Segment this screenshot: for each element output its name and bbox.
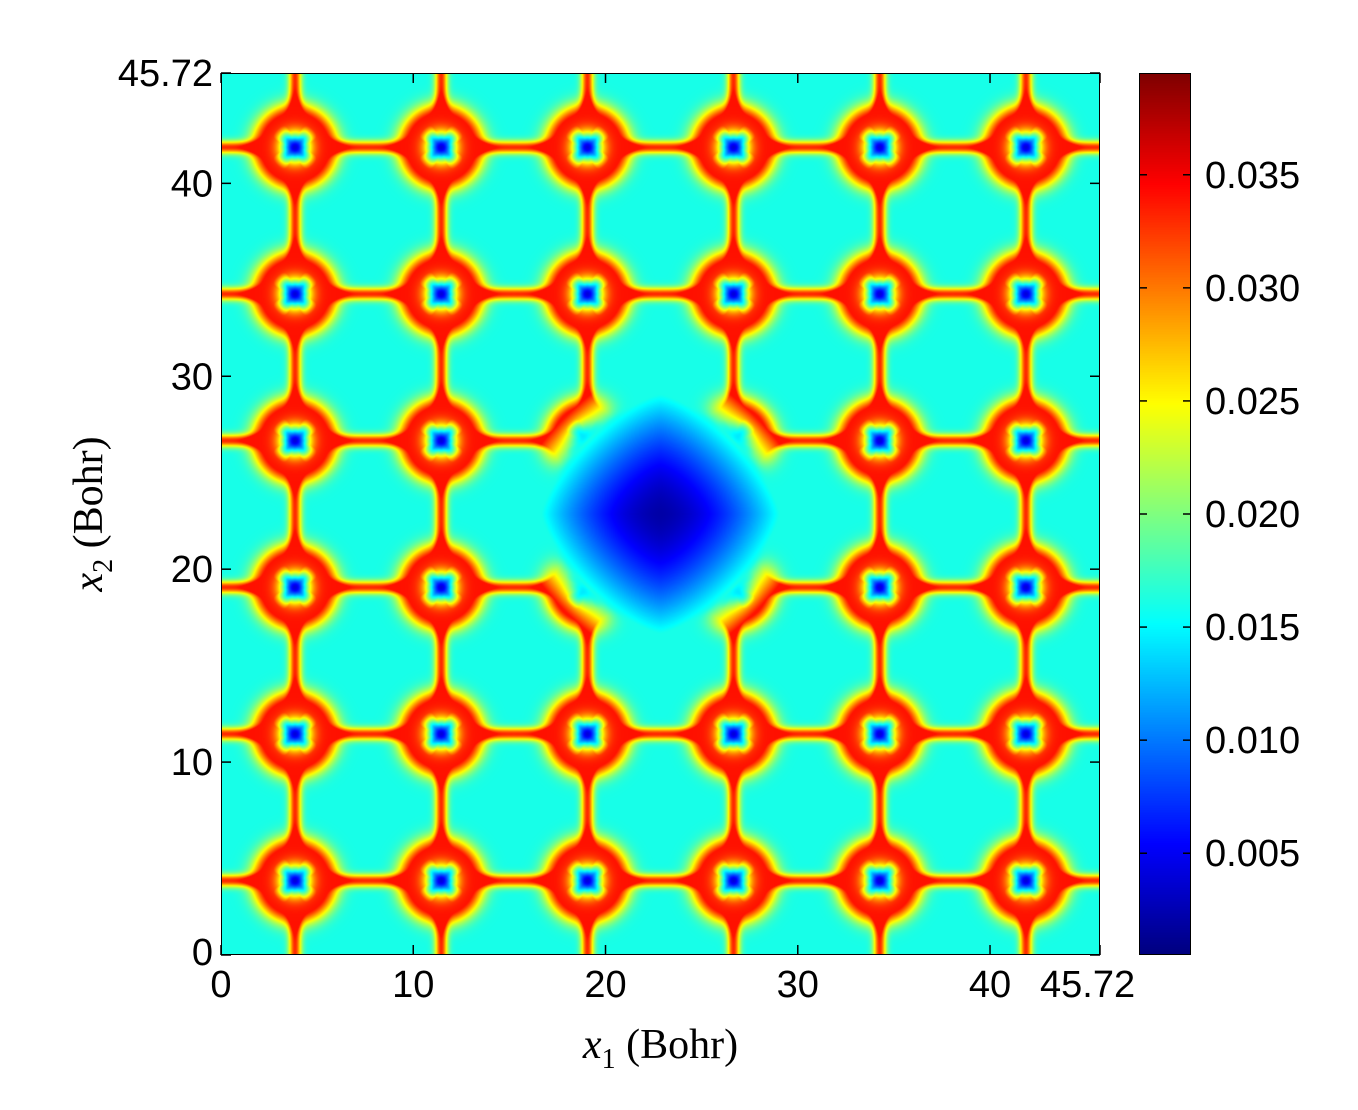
x-tick-label: 10 xyxy=(392,964,434,1006)
colorbar-tick-label: 0.035 xyxy=(1205,155,1300,197)
colorbar-tick-label: 0.010 xyxy=(1205,720,1300,762)
y-axis-label: x2 (Bohr) xyxy=(66,436,119,592)
colorbar-tick-label: 0.005 xyxy=(1205,833,1300,875)
colorbar-tick-label: 0.015 xyxy=(1205,607,1300,649)
y-tick-label: 0 xyxy=(192,932,213,974)
heatmap-plot-area xyxy=(221,73,1100,955)
y-tick-label: 30 xyxy=(171,356,213,398)
x-axis-label: x1 (Bohr) xyxy=(582,1022,738,1075)
heatmap-image xyxy=(222,74,1099,954)
y-tick-label: 10 xyxy=(171,742,213,784)
colorbar-gradient xyxy=(1140,74,1190,954)
colorbar-tick-label: 0.030 xyxy=(1205,268,1300,310)
y-tick-label: 20 xyxy=(171,549,213,591)
colorbar-tick-label: 0.025 xyxy=(1205,381,1300,423)
x-tick-label: 30 xyxy=(777,964,819,1006)
y-tick-label: 45.72 xyxy=(118,53,213,95)
x-tick-label: 20 xyxy=(584,964,626,1006)
x-tick-label: 0 xyxy=(210,964,231,1006)
y-tick-label: 40 xyxy=(171,163,213,205)
x-tick-label: 40 xyxy=(969,964,1011,1006)
colorbar-tick-label: 0.020 xyxy=(1205,494,1300,536)
x-tick-label: 45.72 xyxy=(1040,964,1135,1006)
